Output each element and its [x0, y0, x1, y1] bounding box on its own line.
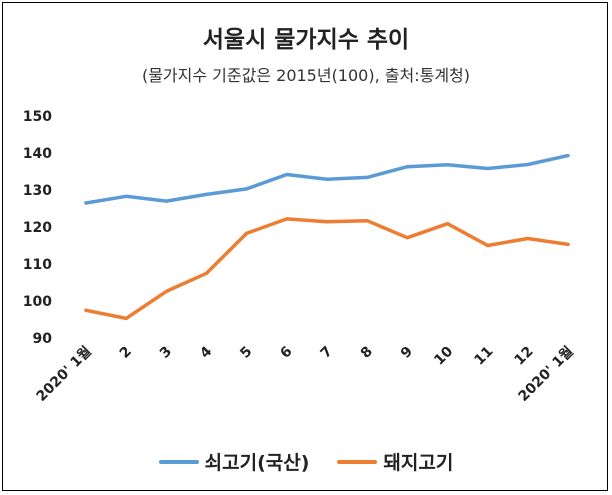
- series-line-pork: [84, 217, 570, 321]
- data-point-beef: [245, 187, 249, 191]
- chart-frame: [2, 2, 608, 491]
- x-tick-label: 8: [358, 344, 376, 362]
- data-point-beef: [486, 166, 490, 171]
- x-tick-label: 10: [431, 343, 456, 368]
- legend-swatch-pork: [337, 459, 378, 464]
- chart-subtitle: (물가지수 기준값은 2015년(100), 출처:통계청): [141, 66, 471, 85]
- x-tick-label: 5: [237, 344, 255, 362]
- plot-area: 90 100 110 120 130 140 150 2020' 1월 2 3 4 5 6 7 8 9 10 11…: [23, 109, 577, 405]
- data-point-pork: [204, 271, 209, 275]
- y-tick-label: 90: [33, 331, 53, 347]
- y-tick-label: 110: [23, 257, 52, 273]
- data-point-beef: [445, 163, 450, 167]
- data-point-pork: [164, 289, 168, 293]
- x-tick-label: 4: [197, 343, 215, 361]
- data-point-beef: [124, 194, 128, 198]
- data-point-pork: [325, 220, 329, 224]
- y-tick-label: 150: [23, 109, 52, 125]
- y-tick-label: 100: [23, 294, 52, 310]
- y-tick-label: 140: [23, 146, 52, 162]
- data-point-pork: [285, 217, 289, 221]
- data-point-beef: [285, 172, 289, 177]
- legend-label-pork: 돼지고기: [383, 452, 454, 474]
- data-point-beef: [84, 201, 88, 205]
- data-point-pork: [245, 231, 249, 235]
- legend: 쇠고기(국산) 돼지고기: [0, 448, 612, 475]
- data-point-pork: [526, 236, 530, 241]
- data-point-beef: [164, 199, 168, 203]
- x-tick-label: 6: [277, 344, 295, 362]
- data-point-pork: [566, 242, 570, 246]
- x-tick-label: 11: [471, 344, 496, 369]
- data-point-pork: [445, 222, 450, 226]
- legend-item-beef: 쇠고기(국산): [158, 448, 310, 475]
- legend-swatch-beef: [158, 459, 199, 464]
- x-tick-label: 12: [512, 344, 537, 369]
- x-tick-label: 3: [157, 344, 175, 362]
- y-tick-label: 120: [23, 220, 52, 236]
- data-point-beef: [405, 165, 409, 169]
- x-tick-label: 7: [318, 344, 336, 362]
- x-tick-label: 2020' 1월: [33, 343, 95, 405]
- data-point-beef: [325, 177, 329, 181]
- data-point-beef: [526, 162, 530, 167]
- chart-title: 서울시 물가지수 추이: [202, 27, 410, 53]
- data-point-pork: [405, 236, 409, 240]
- legend-item-pork: 돼지고기: [337, 448, 453, 475]
- data-point-pork: [486, 243, 490, 248]
- data-point-beef: [204, 192, 209, 197]
- x-tick-label: 9: [398, 344, 416, 362]
- data-point-beef: [365, 175, 369, 180]
- data-point-pork: [365, 219, 369, 223]
- data-point-pork: [124, 316, 128, 320]
- y-tick-label: 130: [23, 183, 52, 199]
- x-tick-label: 2: [117, 344, 135, 362]
- legend-label-beef: 쇠고기(국산): [204, 452, 310, 474]
- data-point-pork: [84, 308, 88, 312]
- data-point-beef: [566, 153, 570, 158]
